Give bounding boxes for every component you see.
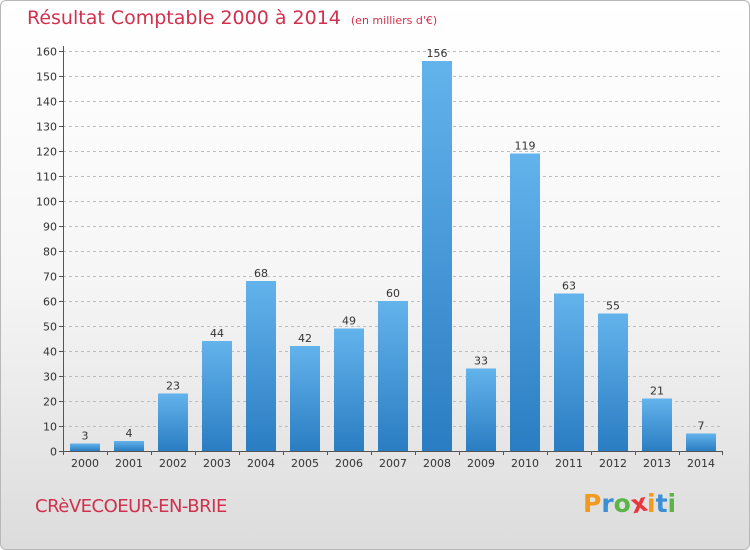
axes bbox=[59, 46, 723, 455]
y-tick-label: 20 bbox=[43, 396, 57, 409]
bar-value-label: 23 bbox=[166, 380, 180, 393]
y-tick-label: 150 bbox=[36, 71, 57, 84]
logo-letter: i bbox=[667, 489, 677, 518]
bar-value-label: 68 bbox=[254, 267, 268, 280]
x-tick-label: 2003 bbox=[203, 457, 231, 470]
x-tick-label: 2008 bbox=[423, 457, 451, 470]
x-tick-label: 2009 bbox=[467, 457, 495, 470]
bar bbox=[334, 328, 364, 451]
logo-letter: t bbox=[655, 489, 668, 518]
y-tick-label: 40 bbox=[43, 346, 57, 359]
y-tick-label: 90 bbox=[43, 221, 57, 234]
bar bbox=[554, 293, 584, 451]
bar-value-label: 21 bbox=[650, 385, 664, 398]
labels: 0 10 20 30 40 50 60 70 80 90 100 110 120 130 140 150 160… bbox=[36, 46, 715, 471]
bar-value-label: 7 bbox=[698, 420, 705, 433]
bar bbox=[466, 368, 496, 451]
logo-letter: i bbox=[647, 489, 656, 518]
y-tick-label: 50 bbox=[43, 321, 57, 334]
x-tick-label: 2000 bbox=[71, 457, 99, 470]
bar-value-label: 49 bbox=[342, 315, 356, 328]
y-tick-label: 100 bbox=[36, 196, 57, 209]
x-tick-label: 2014 bbox=[687, 457, 715, 470]
bar-value-label: 33 bbox=[474, 355, 488, 368]
logo-letter: o bbox=[613, 489, 631, 518]
bar bbox=[246, 281, 276, 451]
x-tick-label: 2010 bbox=[511, 457, 539, 470]
bar-value-label: 156 bbox=[427, 47, 448, 60]
bar bbox=[70, 443, 100, 451]
y-tick-label: 80 bbox=[43, 246, 57, 259]
x-tick-label: 2013 bbox=[643, 457, 671, 470]
x-tick-label: 2006 bbox=[335, 457, 363, 470]
x-tick-label: 2005 bbox=[291, 457, 319, 470]
bar-value-label: 119 bbox=[515, 140, 536, 153]
bar bbox=[642, 398, 672, 451]
bar bbox=[598, 313, 628, 451]
bar bbox=[202, 341, 232, 451]
y-tick-label: 70 bbox=[43, 271, 57, 284]
bar bbox=[290, 346, 320, 451]
chart-title: Résultat Comptable 2000 à 2014 (en millie… bbox=[27, 7, 437, 29]
bar bbox=[378, 301, 408, 451]
x-tick-label: 2001 bbox=[115, 457, 143, 470]
logo-letter: r bbox=[601, 489, 614, 518]
bar-value-label: 44 bbox=[210, 327, 224, 340]
x-tick-label: 2004 bbox=[247, 457, 275, 470]
x-tick-label: 2002 bbox=[159, 457, 187, 470]
bar-value-label: 60 bbox=[386, 287, 400, 300]
x-tick-label: 2007 bbox=[379, 457, 407, 470]
y-tick-label: 130 bbox=[36, 121, 57, 134]
chart-title-main: Résultat Comptable 2000 à 2014 bbox=[27, 7, 341, 29]
y-tick-label: 30 bbox=[43, 371, 57, 384]
x-tick-label: 2012 bbox=[599, 457, 627, 470]
y-tick-label: 0 bbox=[50, 446, 57, 459]
x-tick-label: 2011 bbox=[555, 457, 583, 470]
commune-name: CRèVECOEUR-EN-BRIE bbox=[35, 496, 227, 517]
bar bbox=[158, 393, 188, 451]
y-tick-label: 110 bbox=[36, 171, 57, 184]
bar-value-label: 42 bbox=[298, 332, 312, 345]
bar bbox=[422, 61, 452, 451]
logo-letter: P bbox=[583, 489, 602, 518]
y-tick-label: 60 bbox=[43, 296, 57, 309]
bar bbox=[114, 441, 144, 451]
bar-value-label: 4 bbox=[126, 427, 133, 440]
bar-value-label: 63 bbox=[562, 280, 576, 293]
y-tick-label: 10 bbox=[43, 421, 57, 434]
bars bbox=[70, 61, 716, 451]
proxiti-logo: Proxiti bbox=[583, 488, 677, 520]
y-tick-label: 120 bbox=[36, 146, 57, 159]
bar-value-label: 3 bbox=[82, 430, 89, 443]
y-tick-label: 160 bbox=[36, 46, 57, 59]
y-tick-label: 140 bbox=[36, 96, 57, 109]
chart-subtitle: (en milliers d'€) bbox=[350, 14, 438, 27]
bar bbox=[686, 433, 716, 451]
bar bbox=[510, 153, 540, 451]
bar-value-label: 55 bbox=[606, 300, 620, 313]
